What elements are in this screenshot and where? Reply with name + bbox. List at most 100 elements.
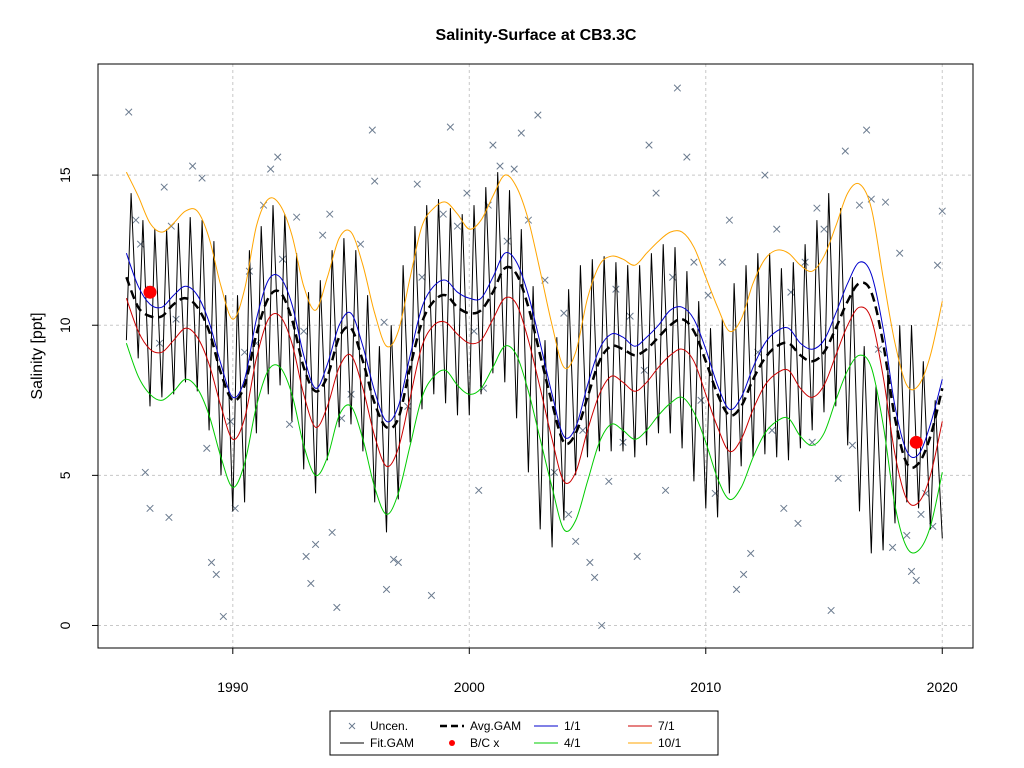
uncen-point [141, 468, 149, 477]
y-axis-label: Salinity [ppt] [29, 312, 46, 399]
uncen-point [598, 621, 606, 630]
y-tick-label: 0 [57, 621, 73, 629]
uncen-point [446, 123, 455, 131]
uncen-point [285, 420, 294, 428]
uncen-point [550, 468, 559, 477]
uncen-point [510, 165, 518, 173]
uncen-point [747, 549, 755, 558]
uncen-point [739, 570, 748, 579]
uncen-point [661, 486, 670, 495]
uncen-point [219, 612, 227, 621]
uncen-point [917, 510, 925, 519]
uncen-point [307, 579, 315, 588]
uncen-point [820, 225, 828, 233]
uncen-point [773, 225, 781, 233]
bc-point [909, 435, 923, 449]
uncen-point [347, 390, 355, 398]
y-tick-label: 5 [57, 471, 73, 479]
uncen-point [517, 129, 525, 137]
uncen-point [780, 504, 788, 513]
uncen-point [586, 558, 594, 567]
uncen-point [418, 273, 426, 281]
uncen-point [841, 147, 849, 155]
plot-frame [97, 63, 974, 649]
uncen-point [326, 210, 334, 218]
uncen-point [274, 153, 282, 161]
series-line-10-1 [125, 171, 943, 391]
uncen-point [862, 126, 871, 134]
uncen-point [496, 162, 504, 170]
x-tick-label: 1990 [217, 679, 248, 695]
uncen-point [188, 162, 197, 170]
uncen-point [136, 240, 145, 248]
uncen-point [612, 285, 620, 293]
uncen-point [356, 240, 365, 248]
uncen-point [718, 258, 726, 266]
uncen-point [690, 258, 698, 266]
uncen-point [368, 126, 376, 134]
uncen-point [933, 261, 942, 269]
uncen-point [652, 189, 660, 197]
uncen-point [848, 441, 857, 449]
y-tick-label: 10 [57, 317, 73, 333]
uncen-point [146, 504, 154, 513]
uncen-point [813, 204, 821, 212]
uncen-point [564, 510, 573, 519]
uncen-point [683, 153, 691, 161]
uncen-point [475, 486, 483, 495]
legend-symbol [348, 722, 356, 730]
uncen-point [787, 288, 795, 296]
y-axis: 0 5 10 15 [57, 167, 98, 629]
uncen-point [382, 585, 391, 594]
uncen-point [371, 177, 379, 185]
uncen-point [489, 141, 497, 149]
uncen-point [834, 474, 842, 483]
uncen-point [394, 558, 402, 567]
uncen-point [160, 183, 168, 191]
uncen-point [302, 552, 310, 561]
uncen-point [328, 528, 336, 537]
uncen-point [669, 273, 677, 281]
uncen-point [503, 237, 511, 245]
uncen-point [912, 576, 920, 585]
series-line-1-1 [125, 252, 943, 458]
uncen-point [439, 210, 447, 218]
bc-point [143, 285, 157, 299]
uncen-point [560, 309, 568, 317]
uncen-point [827, 606, 835, 615]
legend-label: 7/1 [658, 719, 675, 733]
uncen-point [319, 231, 327, 239]
uncen-point [761, 171, 769, 179]
uncen-point [938, 207, 946, 215]
y-tick-label: 15 [57, 167, 73, 183]
uncen-point [640, 366, 648, 374]
uncen-point [645, 141, 653, 149]
fit-gam-line [125, 172, 943, 554]
uncen-point [572, 537, 580, 546]
uncen-point [300, 327, 308, 335]
uncen-point [266, 165, 275, 173]
legend-symbol [449, 740, 455, 746]
uncen-point [704, 291, 712, 299]
chart-title: Salinity-Surface at CB3.3C [436, 27, 637, 44]
uncen-point [903, 531, 911, 540]
uncen-point [165, 513, 173, 522]
uncen-point [907, 567, 916, 576]
uncen-point [292, 213, 301, 221]
uncensored-points [125, 84, 946, 630]
uncen-point [125, 108, 133, 116]
uncen-point [794, 519, 802, 528]
uncen-point [203, 444, 211, 452]
uncen-point [732, 585, 741, 594]
uncen-point [579, 426, 587, 434]
uncen-point [198, 174, 206, 182]
uncen-point [534, 111, 542, 119]
legend-label: Uncen. [370, 719, 408, 733]
uncen-point [470, 327, 478, 335]
legend-label: 10/1 [658, 736, 682, 750]
uncen-point [463, 189, 471, 197]
series-line-4-1 [125, 343, 943, 554]
x-tick-label: 2010 [690, 679, 721, 695]
uncen-point [888, 543, 897, 552]
